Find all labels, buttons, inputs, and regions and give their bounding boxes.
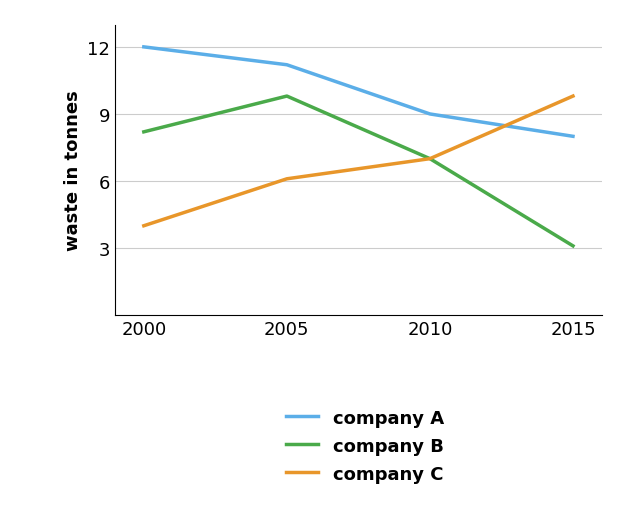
company C [426, 156, 434, 162]
company A [426, 111, 434, 118]
Line: company C: company C [144, 97, 573, 227]
company C [140, 223, 148, 230]
company B [426, 156, 434, 162]
company A [569, 134, 577, 140]
company C [283, 177, 291, 183]
Line: company A: company A [144, 48, 573, 137]
company B [283, 94, 291, 100]
company B [569, 243, 577, 249]
Legend: company A, company B, company C: company A, company B, company C [278, 402, 451, 490]
company A [283, 63, 291, 69]
Y-axis label: waste in tonnes: waste in tonnes [64, 90, 82, 251]
Line: company B: company B [144, 97, 573, 246]
company B [140, 129, 148, 135]
company A [140, 45, 148, 51]
company C [569, 94, 577, 100]
